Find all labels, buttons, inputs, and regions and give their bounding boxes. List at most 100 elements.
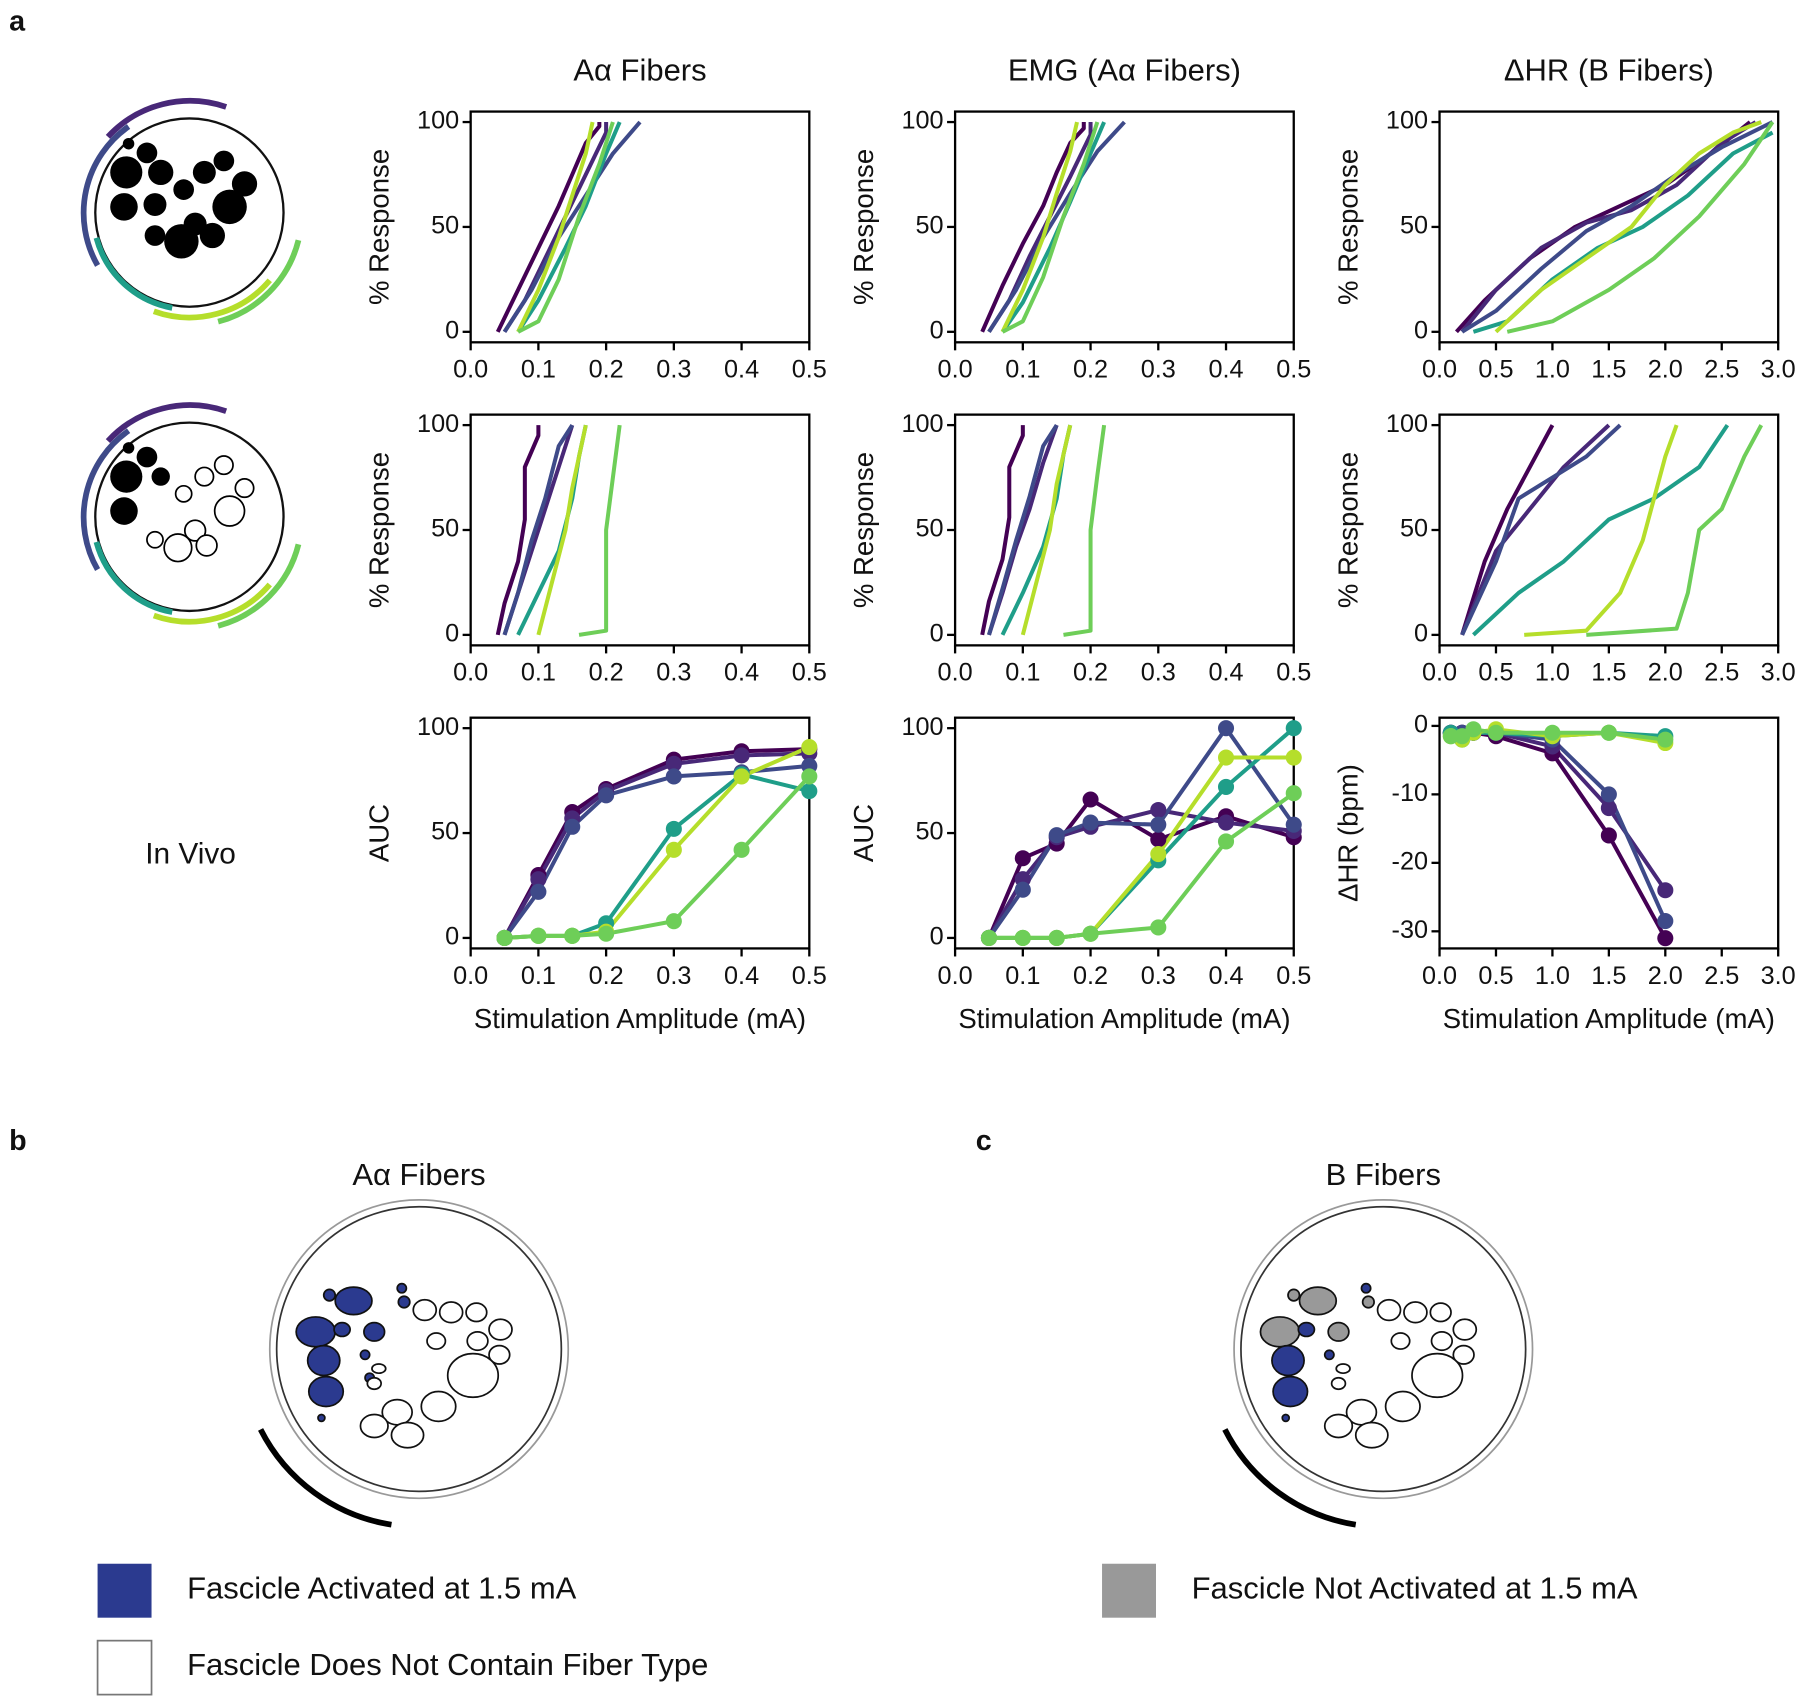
y-axis-label: % Response [848, 149, 879, 305]
marker [1657, 882, 1674, 899]
series-line [980, 122, 1086, 333]
legend-swatch [1102, 1563, 1156, 1618]
series-line [495, 122, 602, 333]
x-tick-label: 2.0 [1648, 356, 1683, 384]
y-tick-label: 100 [901, 713, 943, 741]
legend-swatch [97, 1563, 152, 1618]
panel-title: Aα Fibers [352, 1157, 485, 1192]
marker [1657, 913, 1674, 930]
nerve-outline [94, 117, 285, 308]
contact-arc [80, 428, 131, 572]
marker [1150, 816, 1167, 833]
panel-label: a [9, 6, 26, 38]
series-line [1461, 120, 1774, 334]
marker [1600, 786, 1617, 803]
y-tick-label: 100 [417, 107, 459, 135]
series-line [1460, 424, 1555, 636]
x-tick-label: 0.0 [1422, 659, 1457, 687]
series-line [504, 745, 811, 940]
y-tick-label: 50 [916, 818, 944, 846]
series-line [1524, 424, 1679, 637]
series-line [980, 425, 1025, 636]
series-line [1506, 120, 1775, 334]
series-line [987, 122, 1093, 333]
contact-arc [152, 278, 272, 321]
x-tick-label: 0.0 [453, 659, 488, 687]
x-tick-label: 0.0 [938, 356, 973, 384]
x-tick-label: 0.1 [1005, 356, 1040, 384]
y-axis-label: AUC [848, 804, 879, 862]
series-line [1450, 730, 1668, 940]
marker [1150, 845, 1167, 863]
y-tick-label: 0 [1414, 711, 1428, 739]
x-tick-label: 0.5 [1478, 356, 1513, 384]
marker [530, 883, 547, 900]
nerve-outline [94, 421, 285, 613]
x-tick-label: 1.5 [1591, 962, 1626, 990]
marker [1082, 791, 1099, 808]
x-tick-label: 0.0 [1422, 356, 1457, 384]
marker [665, 913, 682, 930]
x-tick-label: 0.3 [1141, 962, 1176, 990]
x-tick-label: 0.3 [1141, 659, 1176, 687]
series-line [516, 121, 595, 333]
x-tick-label: 0.1 [1005, 659, 1040, 687]
contact-arc [217, 543, 302, 629]
y-tick-label: 100 [901, 107, 943, 135]
x-tick-label: 0.2 [589, 356, 624, 384]
nerve-diagram [80, 402, 302, 629]
marker [1544, 724, 1561, 741]
marker [1285, 816, 1302, 833]
y-tick-label: 100 [1386, 107, 1428, 135]
x-tick-label: 0.2 [589, 659, 624, 687]
x-tick-label: 0.4 [1208, 659, 1243, 687]
panel-title: B Fibers [1326, 1157, 1441, 1192]
fascicles [110, 137, 258, 259]
series-line [517, 121, 615, 334]
marker [980, 929, 998, 946]
marker [665, 755, 682, 772]
x-tick-label: 2.0 [1648, 962, 1683, 990]
x-tick-label: 0.4 [1208, 962, 1243, 990]
marker [1150, 831, 1167, 848]
marker [801, 783, 818, 800]
x-tick-label: 3.0 [1761, 356, 1796, 384]
series-line [495, 425, 541, 636]
contact-arc [80, 124, 131, 267]
marker [1285, 720, 1302, 737]
x-tick-label: 2.0 [1648, 659, 1683, 687]
x-tick-label: 0.3 [656, 659, 691, 687]
nerve-diagram [80, 98, 302, 325]
chart-title: ΔHR (B Fibers) [1504, 53, 1714, 88]
nerve-diagram [1222, 1198, 1534, 1528]
marker [1150, 801, 1167, 819]
marker [1014, 850, 1031, 867]
y-tick-label: 50 [916, 212, 944, 240]
x-axis-label: Stimulation Amplitude (mA) [958, 1003, 1290, 1034]
marker [1217, 833, 1235, 850]
contact-arc [105, 402, 228, 443]
y-tick-label: 50 [916, 515, 944, 543]
x-tick-label: 0.0 [453, 356, 488, 384]
y-tick-label: 0 [930, 923, 944, 951]
x-tick-label: 0.5 [1276, 659, 1311, 687]
x-tick-label: 0.5 [1478, 962, 1513, 990]
series-line [502, 424, 574, 636]
x-tick-label: 0.2 [1073, 962, 1108, 990]
x-tick-label: 0.1 [521, 356, 556, 384]
x-tick-label: 0.5 [1276, 356, 1311, 384]
x-tick-label: 3.0 [1761, 962, 1796, 990]
series-line [1454, 120, 1752, 334]
marker [496, 929, 513, 946]
series-line [1460, 423, 1622, 636]
series-line [1460, 423, 1611, 636]
x-tick-label: 1.0 [1535, 356, 1570, 384]
y-tick-label: -10 [1392, 779, 1429, 807]
x-tick-label: 0.0 [938, 659, 973, 687]
chart-title: EMG (Aα Fibers) [1008, 53, 1241, 88]
y-tick-label: 100 [417, 713, 459, 741]
y-tick-label: 0 [445, 923, 459, 951]
x-axis-label: Stimulation Amplitude (mA) [474, 1003, 806, 1034]
series-line [988, 755, 1294, 940]
series-line [1494, 120, 1762, 334]
